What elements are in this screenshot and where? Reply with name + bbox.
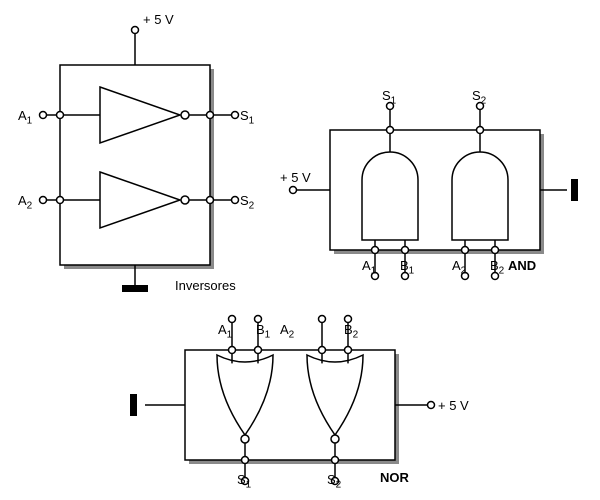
and-inB-0: B1 (400, 258, 414, 277)
nor-power-label: + 5 V (438, 398, 469, 413)
and-out-1: S2 (472, 88, 486, 107)
nor-inB-0: B1 (256, 322, 270, 341)
and-inA-1: A2 (452, 258, 466, 277)
inverter-in-0: A1 (18, 108, 32, 127)
nor-out-0: S1 (237, 472, 251, 491)
inverter-in-1: A2 (18, 193, 32, 212)
nor-inA-1: A2 (280, 322, 294, 341)
nor-inA-0: A1 (218, 322, 232, 341)
logic-gates-diagram (0, 0, 600, 500)
and-out-0: S1 (382, 88, 396, 107)
inverter-caption: Inversores (175, 278, 236, 293)
and-inB-1: B2 (490, 258, 504, 277)
nor-inB-1: B2 (344, 322, 358, 341)
inverter-power-label: + 5 V (143, 12, 174, 27)
inverter-out-1: S2 (240, 193, 254, 212)
nor-caption: NOR (380, 470, 409, 485)
and-caption: AND (508, 258, 536, 273)
inverter-out-0: S1 (240, 108, 254, 127)
and-power-label: + 5 V (280, 170, 311, 185)
nor-out-1: S2 (327, 472, 341, 491)
and-inA-0: A1 (362, 258, 376, 277)
